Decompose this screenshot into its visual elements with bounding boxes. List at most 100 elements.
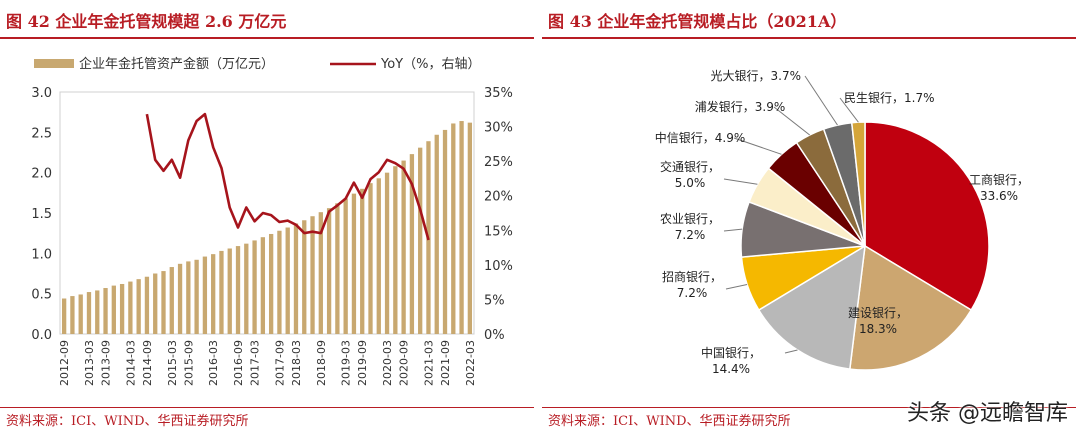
x-date-tick-label: 2014-03 <box>124 340 137 386</box>
asset-bar <box>335 203 340 334</box>
asset-bar <box>310 216 315 334</box>
asset-bar <box>194 259 199 334</box>
plot-frame <box>59 91 475 335</box>
y-left-tick-label: 2.0 <box>31 167 52 182</box>
pie-slice <box>864 121 990 312</box>
asset-yoy-chart: 企业年金托管资产金额（万亿元） YoY（%，右轴） 0.0 0.5 1.0 1.5 2.0 2… <box>31 56 513 386</box>
pie-leader-line <box>804 75 838 126</box>
x-date-tick-label: 2013-03 <box>83 340 96 386</box>
x-date-tick-label: 2020-09 <box>398 340 411 386</box>
x-date-tick-label: 2015-03 <box>166 340 179 386</box>
x-date-tick-label: 2020-03 <box>381 340 394 386</box>
pie-leader-line <box>784 349 798 354</box>
asset-bar <box>169 267 174 334</box>
pie-leader-line <box>723 178 758 185</box>
asset-bar <box>459 121 464 334</box>
y-left-tick-label: 1.5 <box>31 207 52 222</box>
y-left-tick-label: 2.5 <box>31 126 52 141</box>
asset-bar <box>326 208 332 334</box>
asset-bar <box>376 178 381 334</box>
right-source-note: 资料来源：ICI、WIND、华西证券研究所 <box>548 414 791 429</box>
asset-bar <box>285 227 290 334</box>
asset-bar <box>368 183 373 334</box>
asset-bar <box>393 166 398 334</box>
y-right-tick-label: 30% <box>484 121 513 136</box>
asset-bar <box>235 246 241 334</box>
asset-bar <box>103 288 108 334</box>
left-chart-title: 图 42 企业年金托管规模超 2.6 万亿元 <box>6 12 287 31</box>
y-right-tick-label: 5% <box>484 293 505 308</box>
pie-label-name: 农业银行， <box>660 212 720 226</box>
x-date-tick-label: 2015-09 <box>182 340 195 386</box>
asset-bar <box>95 290 100 334</box>
pie-label-name: 交通银行， <box>660 159 720 174</box>
x-date-tick-label: 2021-09 <box>439 340 452 386</box>
asset-bar <box>260 237 266 334</box>
pie-label-text: 民生银行，1.7% <box>844 91 935 105</box>
right-source-rule <box>542 407 1076 408</box>
asset-bar <box>343 198 348 334</box>
asset-bar <box>153 273 158 334</box>
x-date-tick-label: 2016-03 <box>207 340 220 386</box>
asset-bar <box>277 230 282 334</box>
asset-bar <box>111 285 116 334</box>
x-date-tick-label: 2019-09 <box>356 340 369 386</box>
y-right-tick-label: 15% <box>484 224 513 239</box>
y-left-tick-label: 1.0 <box>31 247 52 262</box>
pie-leader-line <box>773 106 811 136</box>
asset-bar <box>293 223 299 334</box>
pie-slice <box>848 244 973 371</box>
x-date-tick-label: 2019-03 <box>340 340 353 386</box>
asset-bar <box>401 160 406 334</box>
y-left-tick-label: 0.0 <box>31 328 52 343</box>
asset-bar <box>409 154 415 334</box>
x-date-tick-label: 2022-03 <box>464 340 477 386</box>
asset-bar <box>211 254 216 334</box>
pie-label-value: 5.0% <box>675 176 706 190</box>
y-left-tick-label: 0.5 <box>31 288 52 303</box>
asset-bar <box>161 271 166 334</box>
y-right-tick-label: 0% <box>484 328 505 343</box>
asset-bar <box>451 123 456 335</box>
asset-bar <box>302 220 307 334</box>
legend-bar-label: 企业年金托管资产金额（万亿元） <box>79 56 274 72</box>
asset-bar <box>351 193 357 334</box>
asset-bar <box>119 283 125 334</box>
watermark-text: 头条 @远瞻智库 <box>907 401 1068 426</box>
pie-label-text: 浦发银行，3.9% <box>695 99 786 114</box>
x-date-tick-label: 2016-09 <box>232 340 245 386</box>
yoy-line <box>145 112 430 241</box>
asset-bar <box>384 172 390 334</box>
asset-bar <box>136 279 141 334</box>
asset-bar <box>78 294 83 334</box>
right-title-rule <box>542 37 1076 39</box>
pie-leader-line <box>725 284 748 290</box>
pie-label-name: 招商银行， <box>662 269 722 284</box>
x-date-tick-label: 2017-09 <box>273 340 286 386</box>
left-source-note: 资料来源：ICI、WIND、华西证券研究所 <box>6 414 249 429</box>
asset-bar <box>227 248 232 334</box>
legend-bar-swatch <box>34 59 74 68</box>
right-chart-panel: 图 43 企业年金托管规模占比（2021A） 工商银行， 33.6% 建设银行， 18… <box>542 0 1080 442</box>
asset-bar <box>86 292 92 334</box>
pie-label-value: 33.6% <box>980 189 1018 203</box>
left-chart-panel: 图 42 企业年金托管规模超 2.6 万亿元 企业年金托管资产金额（万亿元） Yo… <box>0 0 538 442</box>
pie-label-value: 14.4% <box>712 362 750 376</box>
asset-bar <box>128 281 133 334</box>
asset-bar <box>177 263 183 334</box>
pie-slice <box>757 244 866 370</box>
legend-line-label: YoY（%，右轴） <box>380 57 480 72</box>
x-date-tick-label: 2013-09 <box>100 340 113 386</box>
y-right-tick-label: 10% <box>484 259 513 274</box>
asset-bar <box>360 188 365 334</box>
asset-bar <box>61 298 67 334</box>
y-right-tick-label: 20% <box>484 190 513 205</box>
pie-label-name: 建设银行， <box>848 306 908 320</box>
pie-label-text: 中信银行，4.9% <box>655 130 746 145</box>
x-date-tick-label: 2017-03 <box>249 340 262 386</box>
asset-bar <box>219 250 224 334</box>
x-date-tick-label: 2014-09 <box>141 340 154 386</box>
x-date-tick-label: 2018-09 <box>315 340 328 386</box>
asset-bar <box>442 129 448 334</box>
right-chart-title: 图 43 企业年金托管规模占比（2021A） <box>548 12 847 31</box>
